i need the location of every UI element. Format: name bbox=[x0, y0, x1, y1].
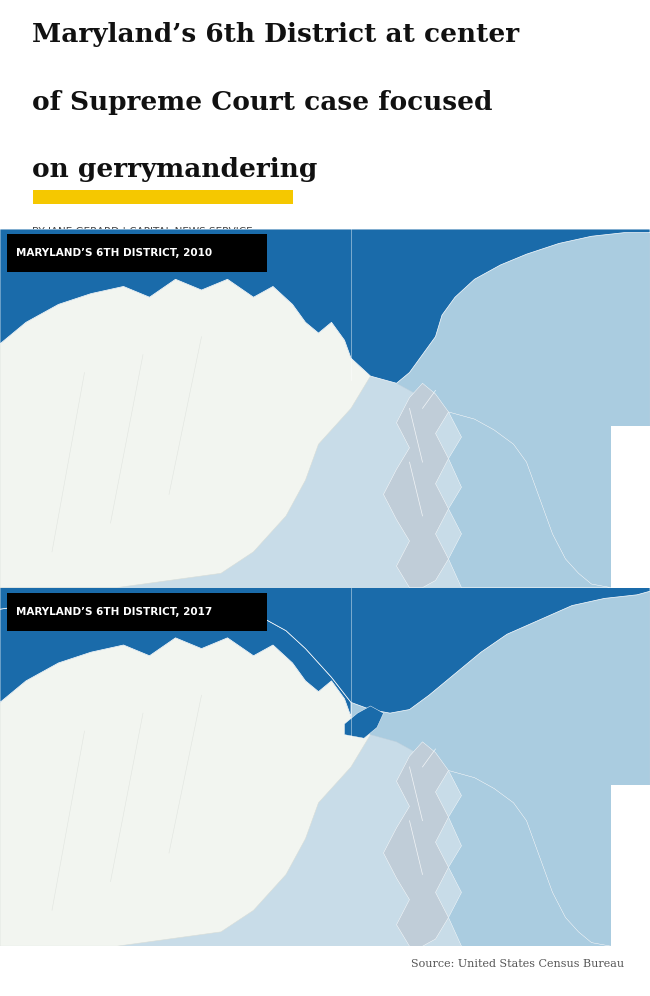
Bar bbox=[6, 234, 266, 272]
Bar bbox=[611, 426, 650, 588]
Text: MARYLAND’S 6TH DISTRICT, 2017: MARYLAND’S 6TH DISTRICT, 2017 bbox=[16, 607, 213, 617]
Text: on gerrymandering: on gerrymandering bbox=[32, 156, 318, 182]
Polygon shape bbox=[0, 599, 351, 717]
Text: BY JANE GERARD | CAPITAL NEWS SERVICE: BY JANE GERARD | CAPITAL NEWS SERVICE bbox=[32, 227, 253, 237]
Bar bbox=[611, 785, 650, 946]
Polygon shape bbox=[384, 742, 448, 946]
Polygon shape bbox=[384, 383, 448, 588]
Polygon shape bbox=[448, 771, 611, 946]
Polygon shape bbox=[0, 229, 650, 383]
Polygon shape bbox=[0, 588, 650, 946]
Polygon shape bbox=[0, 229, 650, 588]
Text: of Supreme Court case focused: of Supreme Court case focused bbox=[32, 90, 493, 115]
Polygon shape bbox=[0, 588, 650, 713]
Polygon shape bbox=[0, 279, 370, 588]
Polygon shape bbox=[0, 637, 370, 946]
Text: Maryland’s 6th District at center: Maryland’s 6th District at center bbox=[32, 23, 519, 48]
Text: Source: United States Census Bureau: Source: United States Census Bureau bbox=[411, 959, 624, 969]
Polygon shape bbox=[448, 412, 611, 588]
Bar bbox=[6, 593, 266, 630]
Bar bbox=[32, 190, 292, 204]
Polygon shape bbox=[344, 706, 383, 738]
Text: MARYLAND’S 6TH DISTRICT, 2010: MARYLAND’S 6TH DISTRICT, 2010 bbox=[16, 248, 213, 258]
